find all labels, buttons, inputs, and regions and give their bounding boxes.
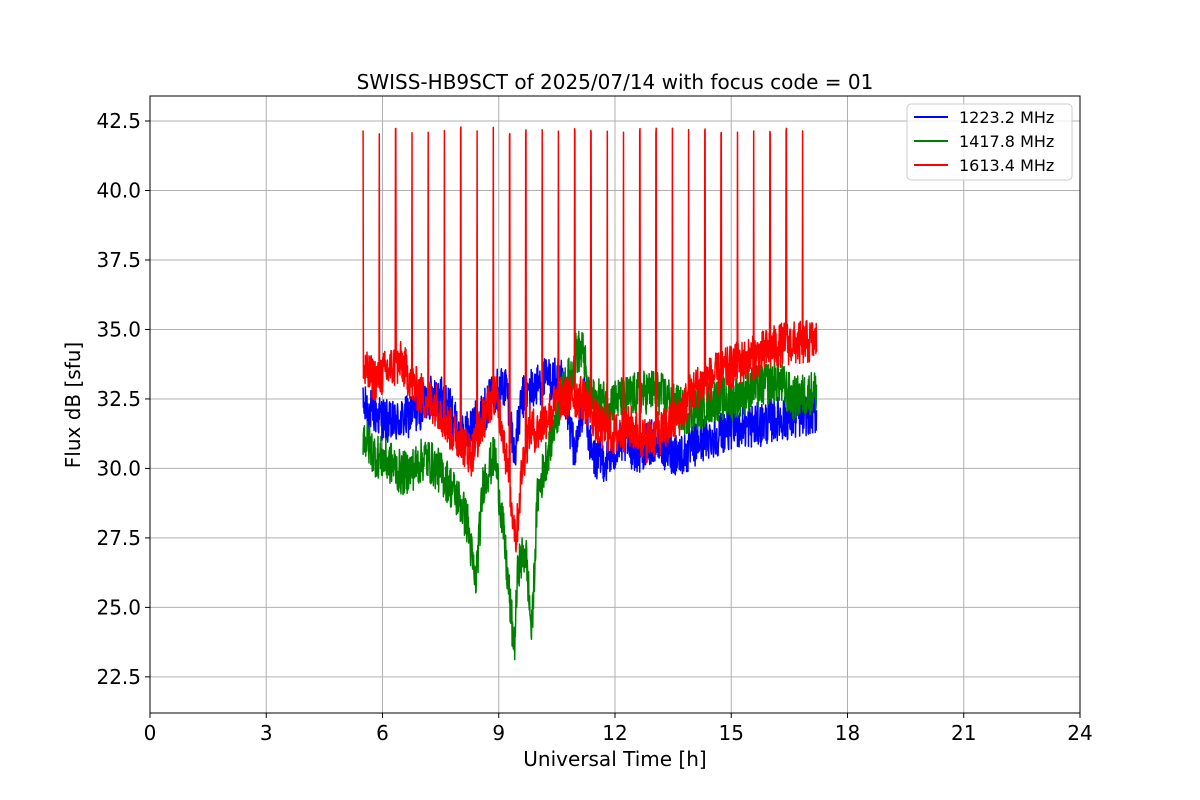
legend-label-1417: 1417.8 MHz [959, 132, 1054, 151]
x-axis-label: Universal Time [h] [523, 747, 706, 771]
series-line-0 [362, 357, 818, 483]
x-tick-label: 12 [602, 721, 627, 745]
y-tick-label: 40.0 [96, 178, 141, 202]
x-tick-label: 24 [1067, 721, 1092, 745]
y-axis-label: Flux dB [sfu] [61, 342, 85, 468]
legend-label-1613: 1613.4 MHz [959, 156, 1054, 175]
x-tick-label: 15 [719, 721, 744, 745]
y-tick-label: 22.5 [96, 665, 141, 689]
y-axis: 22.5 25.0 27.5 30.0 32.5 35.0 37.5 40.0 42.5 [96, 109, 150, 689]
y-tick-label: 35.0 [96, 317, 141, 341]
x-axis: 0 3 6 9 12 15 18 21 24 [144, 713, 1093, 745]
y-tick-label: 27.5 [96, 526, 141, 550]
y-tick-label: 42.5 [96, 109, 141, 133]
x-tick-label: 9 [492, 721, 505, 745]
series-line-2 [362, 126, 818, 553]
y-tick-label: 25.0 [96, 595, 141, 619]
chart-title: SWISS-HB9SCT of 2025/07/14 with focus co… [357, 70, 874, 94]
legend: 1223.2 MHz 1417.8 MHz 1613.4 MHz [906, 103, 1073, 181]
x-tick-label: 3 [260, 721, 273, 745]
y-tick-label: 37.5 [96, 248, 141, 272]
x-tick-label: 21 [951, 721, 976, 745]
y-tick-label: 32.5 [96, 387, 141, 411]
legend-label-1223: 1223.2 MHz [959, 108, 1054, 127]
legend-box [906, 103, 1073, 181]
series-group [362, 126, 818, 661]
x-tick-label: 18 [835, 721, 860, 745]
x-tick-label: 0 [144, 721, 157, 745]
y-tick-label: 30.0 [96, 456, 141, 480]
x-tick-label: 6 [376, 721, 389, 745]
